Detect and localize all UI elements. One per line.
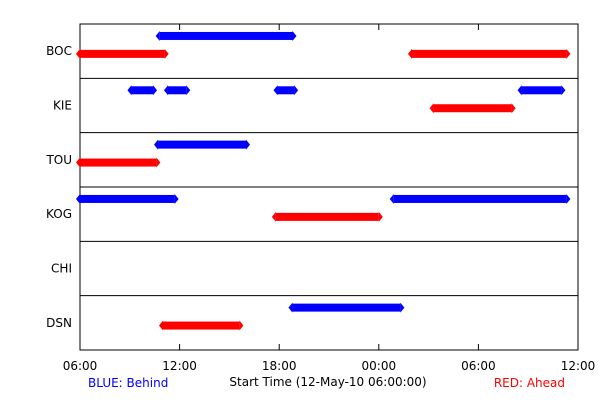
segment-bar-behind (154, 139, 250, 150)
segment-bar-ahead (159, 320, 244, 331)
segment-bar-behind (517, 85, 566, 96)
legend-ahead: RED: Ahead (494, 376, 565, 390)
x-tick-label: 12:00 (162, 359, 197, 373)
segment-bar-behind (76, 193, 179, 204)
segment-bar-ahead (76, 48, 169, 59)
segment-bar-behind (155, 30, 297, 41)
x-tick-label: 06:00 (63, 359, 98, 373)
station-label-dsn: DSN (46, 316, 72, 330)
segment-bar-ahead (429, 103, 516, 114)
x-axis-label: Start Time (12-May-10 06:00:00) (229, 375, 426, 389)
station-label-chi: CHI (51, 262, 72, 276)
segment-bar-behind (288, 302, 405, 313)
station-label-tou: TOU (45, 153, 72, 167)
plot-frame (79, 23, 579, 351)
x-tick-label: 12:00 (561, 359, 596, 373)
segment-bar-behind (389, 193, 571, 204)
x-axis-ticks: 06:00 12:00 18:00 00:00 06:00 12:00 (63, 24, 596, 373)
x-tick-label: 06:00 (461, 359, 496, 373)
station-label-boc: BOC (46, 44, 72, 58)
segment-bar-ahead (408, 48, 571, 59)
legend-behind: BLUE: Behind (88, 376, 168, 390)
x-tick-label: 18:00 (262, 359, 297, 373)
station-labels: BOC KIE TOU KOG CHI DSN (45, 44, 72, 330)
segment-bar-behind (163, 85, 191, 96)
segment-bar-ahead (271, 211, 383, 222)
station-label-kie: KIE (53, 99, 72, 113)
x-tick-label: 00:00 (362, 359, 397, 373)
segment-bar-behind (273, 85, 299, 96)
segment-bars (76, 30, 571, 331)
segment-bar-ahead (76, 157, 161, 168)
station-label-kog: KOG (46, 207, 72, 221)
segment-bar-behind (127, 85, 158, 96)
